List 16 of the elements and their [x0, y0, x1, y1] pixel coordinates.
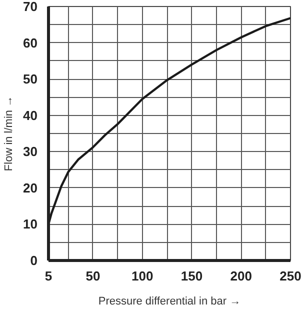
- y-tick-label: 40: [23, 108, 38, 123]
- y-tick-label: 30: [23, 144, 38, 160]
- x-tick-label: 50: [86, 268, 100, 284]
- y-tick-label: 0: [30, 253, 38, 268]
- x-tick-label: 100: [131, 268, 154, 284]
- x-axis-title: Pressure differential in bar →: [98, 296, 241, 308]
- x-tick-label: 250: [280, 268, 302, 284]
- y-tick-label: 70: [23, 0, 38, 14]
- y-axis-title: Flow in l/min →: [3, 96, 16, 172]
- y-tick-label: 50: [23, 72, 38, 87]
- x-tick-label: 150: [180, 268, 203, 284]
- y-tick-label: 60: [23, 35, 38, 50]
- y-tick-label: 20: [23, 180, 38, 196]
- x-tick-label: 200: [230, 268, 252, 284]
- y-tick-label: 10: [23, 216, 38, 232]
- x-tick-label: 5: [44, 268, 52, 284]
